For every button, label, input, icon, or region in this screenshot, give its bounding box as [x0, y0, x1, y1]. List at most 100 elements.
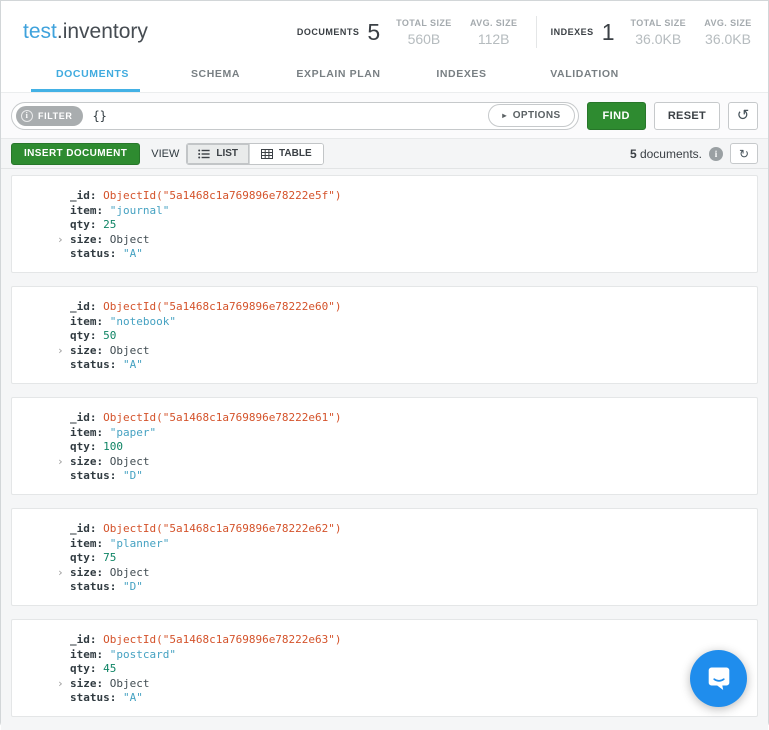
- collection-stats: DOCUMENTS 5 TOTAL SIZE 560B AVG. SIZE 11…: [297, 16, 754, 48]
- list-view-button[interactable]: LIST: [187, 143, 250, 164]
- field-key: size:: [70, 565, 104, 579]
- document-count-text: 5 documents.: [629, 146, 702, 161]
- find-button[interactable]: FIND: [586, 101, 646, 130]
- document-count-area: 5 documents. i ↻: [630, 143, 758, 164]
- document-field-status[interactable]: status: "A": [12, 691, 757, 706]
- document-field-item[interactable]: item: "planner": [12, 537, 757, 552]
- document-field-qty[interactable]: qty: 100: [12, 440, 757, 455]
- document-toolbar: INSERT DOCUMENT VIEW LIST TABLE 5 docume…: [1, 139, 768, 169]
- document-field-size[interactable]: › size: Object: [12, 566, 757, 581]
- grid-icon: [261, 148, 274, 159]
- document-field-_id[interactable]: _id: ObjectId("5a1468c1a769896e78222e62"…: [12, 522, 757, 537]
- indexes-total-size-label: TOTAL SIZE: [630, 17, 686, 28]
- document-field-qty[interactable]: qty: 25: [12, 218, 757, 233]
- refresh-documents-button[interactable]: ↻: [730, 143, 758, 164]
- document-card[interactable]: _id: ObjectId("5a1468c1a769896e78222e61"…: [11, 397, 758, 495]
- view-switcher: LIST TABLE: [186, 142, 324, 165]
- field-key: size:: [70, 343, 104, 357]
- field-value: Object: [109, 454, 150, 468]
- field-key: _id:: [70, 300, 97, 313]
- list-icon: [198, 149, 210, 158]
- expand-caret-icon[interactable]: ›: [57, 676, 64, 690]
- document-field-_id[interactable]: _id: ObjectId("5a1468c1a769896e78222e5f"…: [12, 189, 757, 204]
- field-key: item:: [70, 647, 104, 661]
- filter-badge: i FILTER: [16, 105, 84, 126]
- document-field-_id[interactable]: _id: ObjectId("5a1468c1a769896e78222e60"…: [12, 300, 757, 315]
- document-count-value: 5: [629, 146, 637, 161]
- field-value: "A": [122, 691, 143, 704]
- documents-avg-size-label: AVG. SIZE: [469, 17, 518, 28]
- field-value: "D": [122, 469, 143, 482]
- document-field-qty[interactable]: qty: 50: [12, 329, 757, 344]
- tab-indexes[interactable]: INDEXES: [436, 68, 487, 80]
- expand-caret-icon[interactable]: ›: [57, 232, 64, 246]
- document-field-item[interactable]: item: "postcard": [12, 648, 757, 663]
- field-key: qty:: [70, 329, 97, 342]
- field-value: Object: [109, 232, 150, 246]
- document-field-item[interactable]: item: "journal": [12, 204, 757, 219]
- query-history-button[interactable]: ↺: [728, 101, 758, 130]
- expand-caret-icon[interactable]: ›: [57, 565, 64, 579]
- document-field-item[interactable]: item: "paper": [12, 426, 757, 441]
- filter-info-icon: i: [21, 109, 33, 122]
- document-card[interactable]: _id: ObjectId("5a1468c1a769896e78222e5f"…: [11, 175, 758, 273]
- insert-document-button[interactable]: INSERT DOCUMENT: [11, 142, 141, 165]
- indexes-total-size: 36.0KB: [635, 30, 682, 47]
- tab-explain-plan[interactable]: EXPLAIN PLAN: [296, 68, 381, 80]
- documents-avg-size: 112B: [477, 30, 510, 47]
- tab-documents[interactable]: DOCUMENTS: [31, 59, 154, 92]
- field-key: item:: [70, 203, 104, 217]
- reset-button[interactable]: RESET: [653, 101, 720, 130]
- expand-caret-icon[interactable]: ›: [57, 454, 64, 468]
- filter-value[interactable]: {}: [92, 108, 107, 123]
- document-field-qty[interactable]: qty: 45: [12, 662, 757, 677]
- document-field-size[interactable]: › size: Object: [12, 677, 757, 692]
- expand-caret-icon[interactable]: ›: [57, 343, 64, 357]
- field-value: 100: [103, 440, 123, 453]
- database-name: test: [23, 20, 57, 43]
- document-field-_id[interactable]: _id: ObjectId("5a1468c1a769896e78222e63"…: [12, 633, 757, 648]
- field-value: ObjectId("5a1468c1a769896e78222e5f"): [103, 189, 342, 202]
- document-field-status[interactable]: status: "A": [12, 358, 757, 373]
- document-field-status[interactable]: status: "D": [12, 580, 757, 595]
- table-view-button[interactable]: TABLE: [249, 143, 323, 164]
- field-value: "A": [122, 247, 143, 260]
- field-value: ObjectId("5a1468c1a769896e78222e62"): [103, 522, 342, 535]
- stats-divider: [535, 16, 537, 48]
- document-field-_id[interactable]: _id: ObjectId("5a1468c1a769896e78222e61"…: [12, 411, 757, 426]
- documents-stats: DOCUMENTS 5 TOTAL SIZE 560B AVG. SIZE 11…: [297, 18, 536, 47]
- tab-validation[interactable]: VALIDATION: [550, 68, 619, 80]
- chat-widget-button[interactable]: [690, 650, 747, 707]
- field-key: status:: [70, 691, 117, 704]
- document-field-qty[interactable]: qty: 75: [12, 551, 757, 566]
- field-value: ObjectId("5a1468c1a769896e78222e63"): [103, 633, 342, 646]
- refresh-icon: ↻: [738, 146, 750, 161]
- field-key: size:: [70, 232, 104, 246]
- document-field-size[interactable]: › size: Object: [12, 344, 757, 359]
- document-field-size[interactable]: › size: Object: [12, 455, 757, 470]
- field-key: _id:: [70, 411, 97, 424]
- document-field-item[interactable]: item: "notebook": [12, 315, 757, 330]
- collection-name: inventory: [62, 20, 148, 43]
- filter-input[interactable]: i FILTER {} ▸ OPTIONS: [11, 101, 579, 130]
- field-value: "A": [122, 358, 143, 371]
- field-key: item:: [70, 314, 104, 328]
- document-field-size[interactable]: › size: Object: [12, 233, 757, 248]
- field-key: status:: [70, 469, 117, 482]
- options-button[interactable]: ▸ OPTIONS: [488, 104, 575, 127]
- tab-schema[interactable]: SCHEMA: [190, 68, 241, 80]
- options-button-label: OPTIONS: [512, 110, 561, 121]
- namespace-title: test.inventory: [23, 20, 148, 44]
- document-card[interactable]: _id: ObjectId("5a1468c1a769896e78222e60"…: [11, 286, 758, 384]
- document-field-status[interactable]: status: "A": [12, 247, 757, 262]
- document-field-status[interactable]: status: "D": [12, 469, 757, 484]
- view-label: VIEW: [151, 147, 180, 160]
- info-icon[interactable]: i: [709, 146, 723, 161]
- document-card[interactable]: _id: ObjectId("5a1468c1a769896e78222e62"…: [11, 508, 758, 606]
- field-key: qty:: [70, 662, 97, 675]
- document-list: _id: ObjectId("5a1468c1a769896e78222e5f"…: [1, 169, 768, 730]
- document-card[interactable]: _id: ObjectId("5a1468c1a769896e78222e63"…: [11, 619, 758, 717]
- field-value: 25: [103, 218, 117, 231]
- history-icon: ↺: [736, 107, 750, 124]
- field-key: qty:: [70, 218, 97, 231]
